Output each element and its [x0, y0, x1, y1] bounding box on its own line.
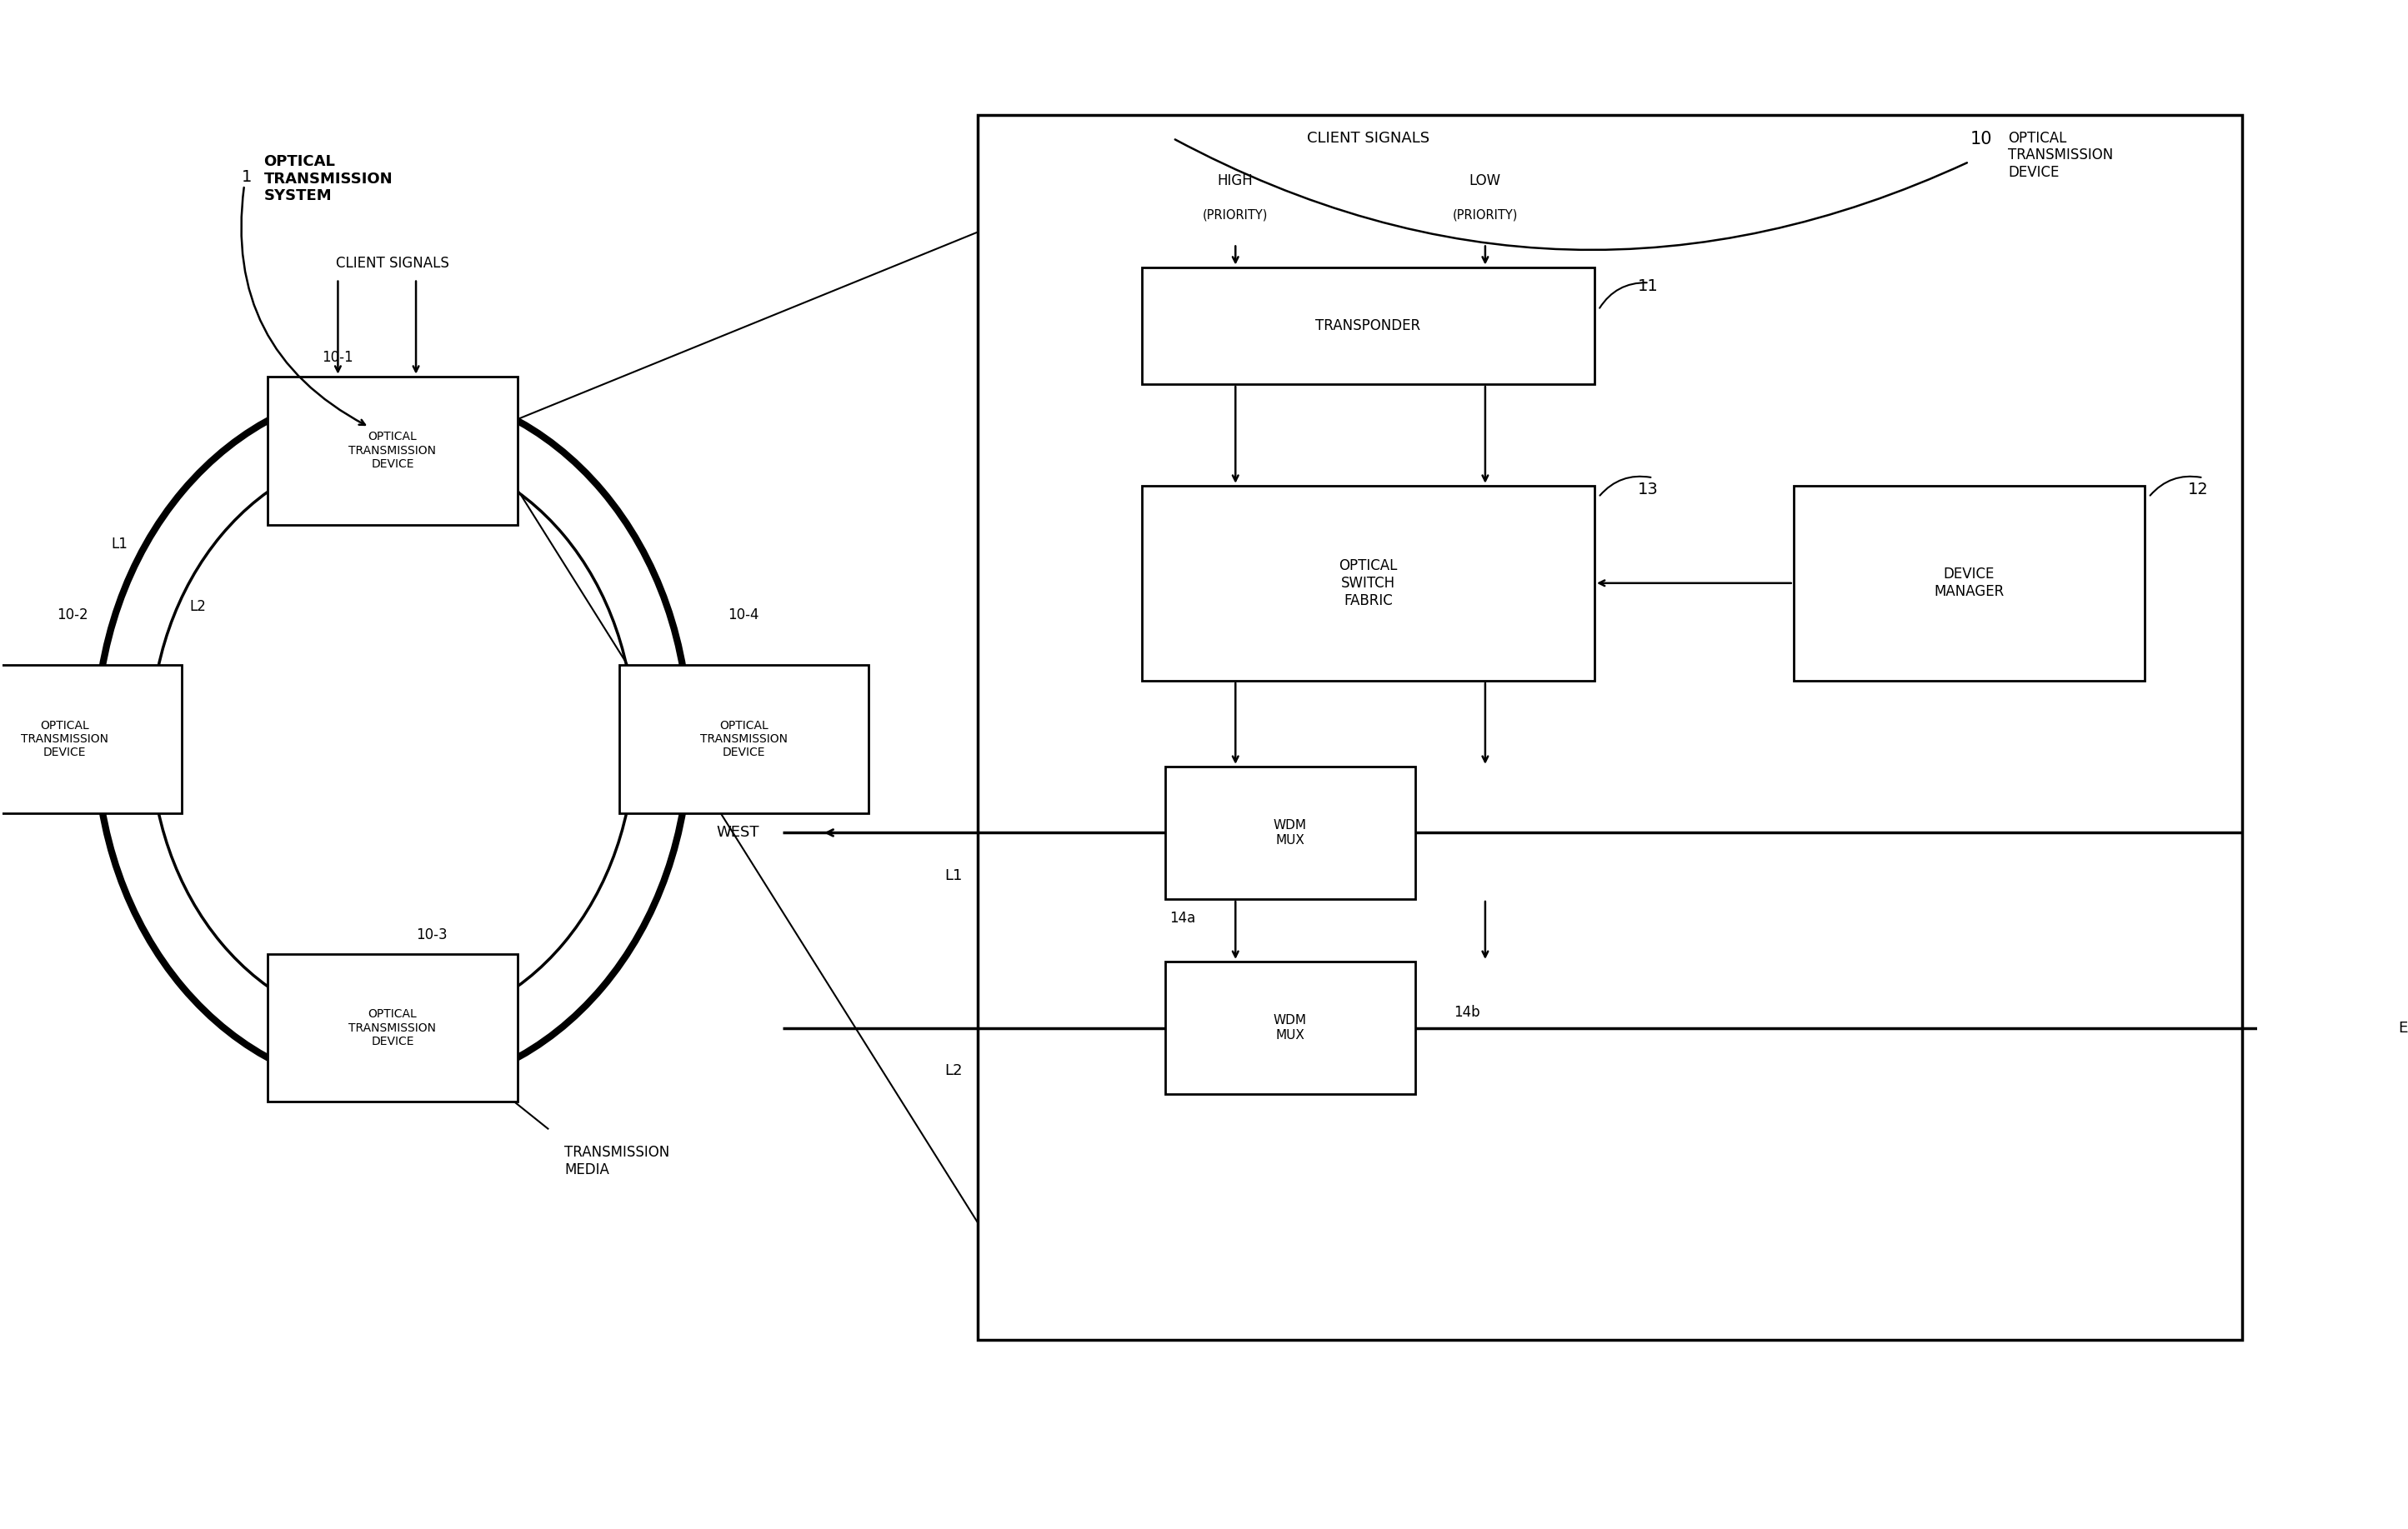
Text: (PRIORITY): (PRIORITY): [1202, 208, 1269, 222]
Bar: [267, 954, 518, 1102]
Text: DEVICE
MANAGER: DEVICE MANAGER: [1934, 567, 2003, 599]
Text: L1: L1: [111, 537, 128, 552]
Text: EAST: EAST: [2398, 1020, 2408, 1035]
Text: TRANSPONDER: TRANSPONDER: [1315, 318, 1421, 333]
Text: OPTICAL
SWITCH
FABRIC: OPTICAL SWITCH FABRIC: [1339, 558, 1397, 609]
Bar: [0, 665, 183, 813]
Text: 14b: 14b: [1454, 1005, 1481, 1020]
Bar: [1141, 268, 1594, 384]
Text: L2: L2: [190, 599, 205, 615]
Text: OPTICAL
TRANSMISSION
DEVICE: OPTICAL TRANSMISSION DEVICE: [349, 431, 436, 469]
Text: 10-2: 10-2: [58, 607, 89, 622]
Text: 10-3: 10-3: [417, 927, 448, 942]
Text: 1: 1: [241, 170, 253, 185]
Text: 12: 12: [2186, 482, 2208, 497]
Text: L1: L1: [944, 868, 963, 884]
Text: HIGH: HIGH: [1218, 173, 1252, 188]
Bar: [1165, 962, 1416, 1095]
Bar: [1141, 486, 1594, 680]
Text: OPTICAL
TRANSMISSION
DEVICE: OPTICAL TRANSMISSION DEVICE: [701, 720, 787, 758]
Text: 10: 10: [1970, 130, 1991, 147]
Text: TRANSMISSION
MEDIA: TRANSMISSION MEDIA: [563, 1145, 669, 1177]
Text: WEST: WEST: [718, 826, 759, 841]
Text: 11: 11: [1637, 278, 1659, 295]
Bar: [267, 376, 518, 524]
Text: OPTICAL
TRANSMISSION
DEVICE: OPTICAL TRANSMISSION DEVICE: [22, 720, 108, 758]
Text: 10-1: 10-1: [323, 350, 354, 364]
Bar: [978, 115, 2242, 1339]
Text: OPTICAL
TRANSMISSION
SYSTEM: OPTICAL TRANSMISSION SYSTEM: [265, 154, 393, 203]
Text: 10-4: 10-4: [727, 607, 759, 622]
Text: 13: 13: [1637, 482, 1659, 497]
Bar: [1794, 486, 2146, 680]
Text: 14a: 14a: [1170, 911, 1194, 925]
Text: CLIENT SIGNALS: CLIENT SIGNALS: [1308, 130, 1430, 145]
Text: WDM
MUX: WDM MUX: [1274, 1014, 1308, 1041]
Text: (PRIORITY): (PRIORITY): [1452, 208, 1517, 222]
Text: LOW: LOW: [1469, 173, 1500, 188]
Text: CLIENT SIGNALS: CLIENT SIGNALS: [337, 255, 450, 271]
Text: WDM
MUX: WDM MUX: [1274, 820, 1308, 846]
Text: OPTICAL
TRANSMISSION
DEVICE: OPTICAL TRANSMISSION DEVICE: [2008, 130, 2114, 180]
Bar: [619, 665, 869, 813]
Text: L2: L2: [944, 1063, 963, 1078]
Bar: [1165, 766, 1416, 899]
Text: OPTICAL
TRANSMISSION
DEVICE: OPTICAL TRANSMISSION DEVICE: [349, 1009, 436, 1047]
